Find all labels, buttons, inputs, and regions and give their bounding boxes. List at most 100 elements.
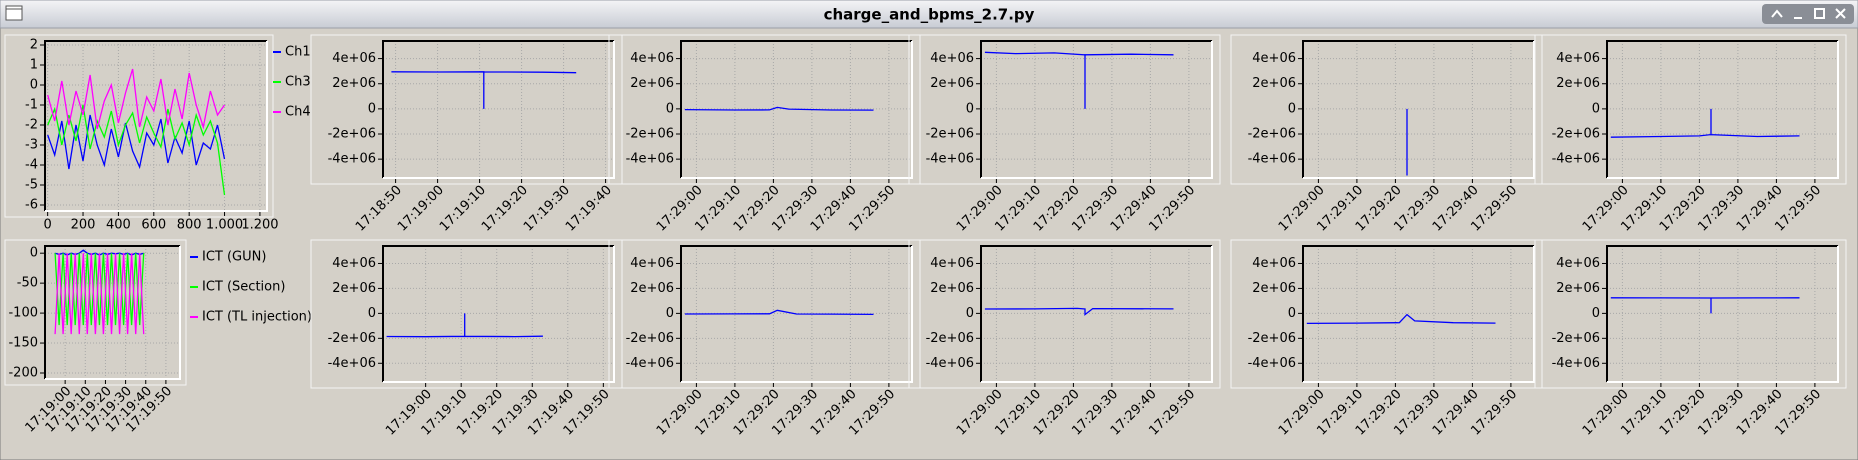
plot-frame (382, 245, 614, 382)
plot-area (383, 246, 614, 382)
data-line (984, 51, 1174, 109)
plot-panel (608, 34, 921, 185)
plot-frame (680, 245, 912, 382)
y-tick-label: 0 (666, 101, 674, 116)
close-button[interactable] (1835, 8, 1846, 19)
y-tick-label: 0 (1592, 101, 1600, 116)
plot-frame (44, 245, 180, 379)
y-tick-label: 1 (30, 58, 38, 73)
y-tick-label: 2e+06 (1556, 76, 1600, 91)
y-tick-label: -4e+06 (1248, 356, 1296, 371)
data-line (391, 71, 577, 109)
plot-frame (1302, 40, 1534, 178)
x-tick-label: 1.200 (241, 218, 278, 233)
y-tick-label: 4e+06 (332, 256, 376, 271)
window-menu-button[interactable] (5, 5, 23, 21)
y-tick-label: -4 (25, 158, 38, 173)
shade-button[interactable] (1771, 9, 1783, 18)
y-tick-label: -4e+06 (328, 152, 376, 167)
y-tick-label: 4e+06 (1252, 256, 1296, 271)
y-tick-label: 2e+06 (1252, 281, 1296, 296)
y-tick-label: 2e+06 (332, 76, 376, 91)
window-title: charge_and_bpms_2.7.py (824, 6, 1035, 24)
plot-area (383, 41, 614, 178)
data-line (984, 307, 1174, 316)
y-tick-label: 2e+06 (930, 281, 974, 296)
y-tick-label: -2e+06 (1552, 127, 1600, 142)
y-tick-label: 0 (666, 306, 674, 321)
y-tick-label: 4e+06 (930, 51, 974, 66)
y-tick-label: 2 (30, 38, 38, 53)
plot-frame-light (383, 41, 615, 179)
data-line (1610, 297, 1800, 314)
y-tick-label: 0 (966, 101, 974, 116)
plot-panel (908, 34, 1221, 185)
plot-panel (1534, 34, 1847, 185)
plot-panel (608, 239, 921, 389)
maximize-button[interactable] (1814, 8, 1825, 19)
y-tick-label: 4e+06 (1556, 51, 1600, 66)
y-tick-label: -2e+06 (328, 331, 376, 346)
legend-label: ICT (Section) (202, 280, 285, 295)
x-tick-label: 800 (177, 218, 202, 233)
y-tick-label: -6 (25, 198, 38, 213)
plot-area (981, 41, 1212, 178)
plot-area (1303, 246, 1534, 382)
y-tick-label: -2e+06 (1248, 127, 1296, 142)
plot-frame-light (45, 246, 181, 380)
y-tick-label: 0 (368, 306, 376, 321)
data-line (1610, 108, 1800, 138)
plot-frame-light (383, 246, 615, 383)
y-tick-label: -50 (17, 276, 38, 291)
y-tick-label: -100 (8, 306, 38, 321)
plot-frame-light (1303, 246, 1535, 383)
plot-panel (1230, 34, 1543, 185)
x-tick-label: 400 (106, 218, 131, 233)
y-tick-label: 4e+06 (1252, 51, 1296, 66)
plot-panel (4, 239, 187, 386)
plot-frame (1606, 245, 1838, 382)
plot-frame-light (45, 41, 268, 212)
data-line (1306, 313, 1496, 325)
y-tick-label: -4e+06 (926, 356, 974, 371)
data-line (47, 68, 226, 130)
y-tick-label: 4e+06 (332, 51, 376, 66)
y-tick-label: 2e+06 (1556, 281, 1600, 296)
y-tick-label: 0 (1288, 306, 1296, 321)
plot-area (45, 41, 267, 211)
y-tick-label: 0 (1592, 306, 1600, 321)
x-tick-label: 0 (44, 218, 52, 233)
y-tick-label: -2e+06 (328, 127, 376, 142)
y-tick-label: -4e+06 (626, 152, 674, 167)
y-tick-label: 2e+06 (630, 76, 674, 91)
plot-panel (1534, 239, 1847, 389)
plot-frame (680, 40, 912, 178)
y-tick-label: 4e+06 (930, 256, 974, 271)
y-tick-label: 4e+06 (1556, 256, 1600, 271)
plot-area (1607, 246, 1838, 382)
data-line (47, 114, 226, 170)
plot-frame-light (1607, 41, 1839, 179)
data-line (54, 253, 145, 335)
plot-area (1303, 41, 1534, 178)
plot-panel (310, 34, 623, 185)
plot-frame (44, 40, 267, 211)
plot-frame-light (981, 246, 1213, 383)
title-bar (0, 0, 1858, 29)
plot-frame-light (681, 41, 913, 179)
plot-frame (382, 40, 614, 178)
y-tick-label: 0 (30, 246, 38, 261)
legend-label: Ch4 (285, 105, 311, 120)
y-tick-label: 4e+06 (630, 51, 674, 66)
plot-frame (1302, 245, 1534, 382)
y-tick-label: 4e+06 (630, 256, 674, 271)
x-tick-label: 200 (71, 218, 96, 233)
y-tick-label: -1 (25, 98, 38, 113)
legend-label: ICT (GUN) (202, 250, 266, 265)
y-tick-label: 2e+06 (930, 76, 974, 91)
y-tick-label: 0 (1288, 101, 1296, 116)
legend-label: ICT (TL injection) (202, 310, 312, 325)
x-tick-label: 1.000 (206, 218, 243, 233)
